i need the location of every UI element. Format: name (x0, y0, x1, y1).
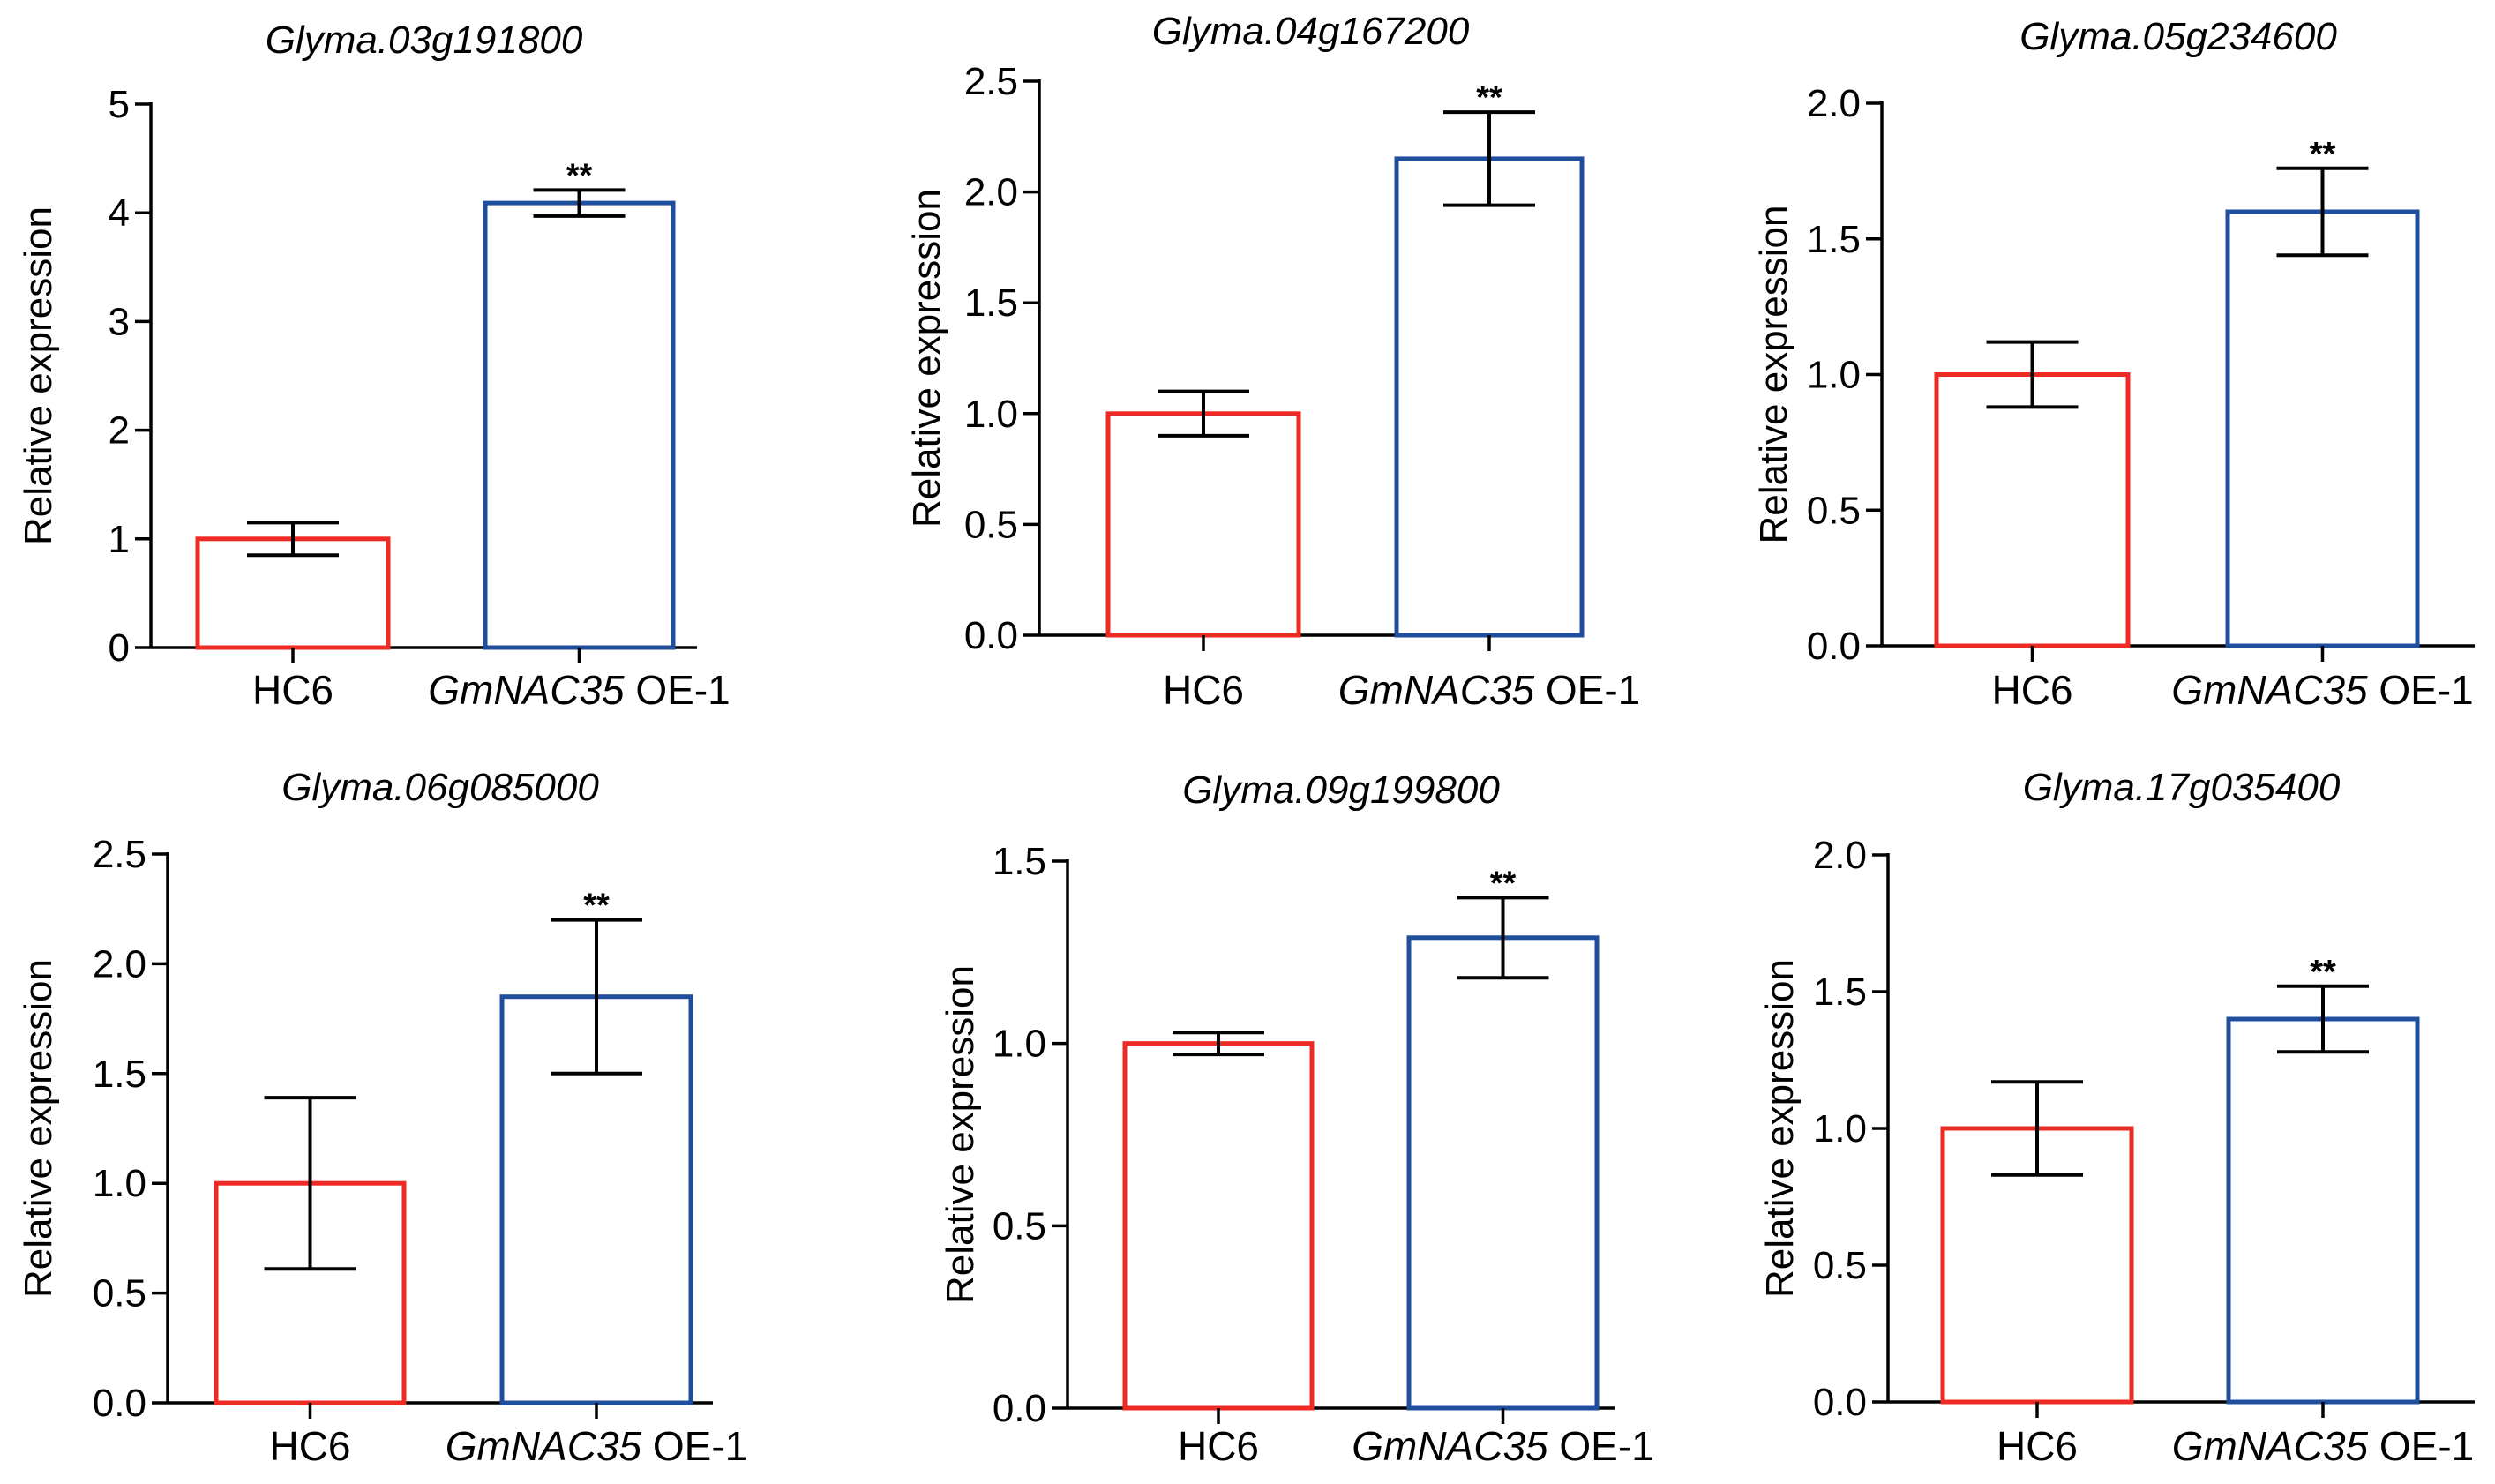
y-tick-label: 1.0 (993, 1023, 1046, 1066)
x-tick-label: HC6 (1163, 667, 1244, 713)
x-tick-label: GmNAC35 OE-1 (446, 1423, 748, 1469)
bar-gmnac35-oe1 (1394, 156, 1585, 638)
chart-panel-5: Glyma.09g199800 Relative expression 0.0 0.5… (939, 768, 1654, 1469)
significance-marker: ** (566, 157, 593, 194)
y-tick-label: 0.5 (1813, 1244, 1867, 1287)
y-tick-label: 3 (109, 300, 130, 343)
chart-title: Glyma.09g199800 (1182, 768, 1500, 812)
y-tick-label: 0.0 (1813, 1381, 1867, 1424)
y-tick-label: 1 (109, 518, 130, 561)
x-tick-label: GmNAC35 OE-1 (2172, 1423, 2475, 1469)
y-tick-label: 1.0 (1813, 1107, 1867, 1150)
y-tick-label: 0.5 (964, 503, 1018, 546)
y-tick-label: 0.0 (93, 1382, 146, 1425)
y-axis-label: Relative expression (1758, 959, 1802, 1298)
y-tick-label: 1.5 (1807, 218, 1861, 261)
significance-marker: ** (1476, 79, 1502, 116)
y-tick-label: 5 (109, 83, 130, 126)
bar-gmnac35-oe1 (1406, 935, 1600, 1411)
significance-marker: ** (2310, 136, 2336, 173)
bar-gmnac35-oe1 (483, 200, 676, 650)
bar-gmnac35-oe1 (2226, 1016, 2420, 1405)
chart-title: Glyma.17g035400 (2023, 766, 2341, 809)
chart-title: Glyma.04g167200 (1152, 10, 1470, 53)
y-tick-label: 0.5 (1807, 489, 1861, 532)
chart-panel-1: Glyma.03g191800 Relative expression 0 1 2 3 4 5… (17, 19, 731, 713)
y-tick-label: 1.0 (964, 393, 1018, 436)
chart-panel-3: Glyma.05g234600 Relative expression 0.0 0.5… (1752, 15, 2475, 713)
significance-marker: ** (1490, 865, 1517, 902)
y-tick-label: 0.5 (993, 1204, 1046, 1248)
bar-hc6 (195, 536, 391, 650)
y-tick-label: 1.5 (1813, 971, 1867, 1014)
x-tick-label: GmNAC35 OE-1 (428, 667, 731, 713)
chart-panel-4: Glyma.06g085000 Relative expression 0.0 0.5… (17, 766, 747, 1469)
y-axis-label: Relative expression (17, 206, 60, 545)
y-tick-label: 1.5 (993, 840, 1046, 883)
bar-gmnac35-oe1 (2225, 209, 2420, 648)
y-tick-label: 2.0 (964, 171, 1018, 214)
x-tick-label: GmNAC35 OE-1 (1352, 1423, 1654, 1469)
chart-panel-2: Glyma.04g167200 Relative expression 0.0 0.5… (905, 10, 1640, 713)
y-axis-label: Relative expression (939, 965, 982, 1304)
y-tick-label: 0 (109, 626, 130, 670)
x-tick-label: HC6 (252, 667, 333, 713)
x-tick-label: HC6 (1178, 1423, 1259, 1469)
y-axis-label: Relative expression (17, 959, 60, 1298)
chart-title: Glyma.05g234600 (2019, 15, 2337, 58)
significance-marker: ** (2310, 954, 2336, 991)
y-tick-label: 2.0 (1813, 834, 1867, 877)
chart-title: Glyma.06g085000 (281, 766, 599, 809)
y-axis-label: Relative expression (1752, 206, 1795, 544)
y-tick-label: 1.5 (93, 1053, 146, 1096)
x-tick-label: HC6 (1997, 1423, 2078, 1469)
y-tick-label: 2 (109, 409, 130, 453)
y-tick-label: 2.5 (93, 833, 146, 876)
y-tick-label: 1.0 (1807, 354, 1861, 397)
x-tick-label: HC6 (1991, 667, 2072, 713)
y-tick-label: 2.0 (93, 942, 146, 986)
x-tick-label: HC6 (269, 1423, 350, 1469)
y-tick-label: 1.0 (93, 1162, 146, 1205)
chart-panel-6: Glyma.17g035400 Relative expression 0.0 0.5… (1758, 766, 2475, 1469)
y-tick-label: 1.5 (964, 281, 1018, 325)
y-tick-label: 0.5 (93, 1272, 146, 1315)
y-tick-label: 0.0 (993, 1387, 1046, 1430)
y-tick-label: 2.0 (1807, 82, 1861, 125)
y-tick-label: 4 (109, 191, 130, 235)
x-tick-label: GmNAC35 OE-1 (2171, 667, 2474, 713)
y-axis-label: Relative expression (905, 189, 948, 528)
y-tick-label: 0.0 (964, 614, 1018, 657)
significance-marker: ** (583, 888, 610, 925)
bar-hc6 (1122, 1041, 1315, 1411)
x-tick-label: GmNAC35 OE-1 (1338, 667, 1641, 713)
y-tick-label: 2.5 (964, 60, 1018, 103)
chart-title: Glyma.03g191800 (266, 19, 583, 62)
y-tick-label: 0.0 (1807, 625, 1861, 668)
bar-hc6 (1934, 372, 2131, 648)
bar-hc6 (1105, 411, 1301, 638)
